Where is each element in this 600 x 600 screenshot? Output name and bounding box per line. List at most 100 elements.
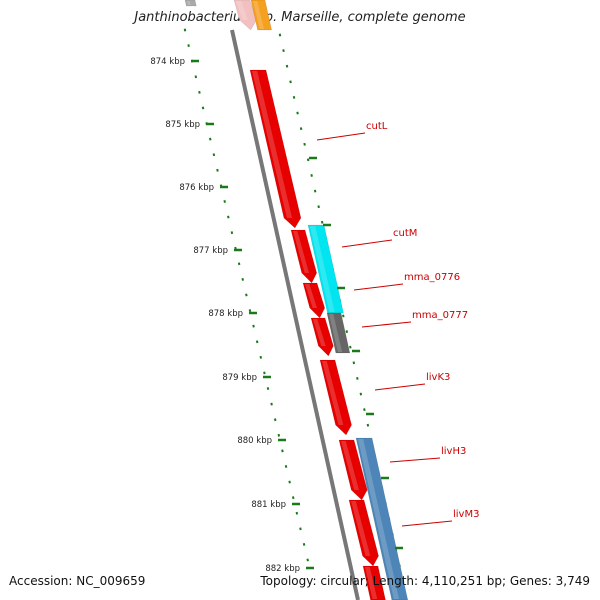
gene-label-mma-0777: mma_0777 [412, 310, 468, 321]
ring-dot [230, 231, 234, 235]
ring-dot [282, 49, 285, 53]
ruler-tick-label: 878 kbp [208, 309, 243, 319]
ring-dot [194, 75, 198, 79]
gene-mma-0777 [310, 317, 334, 357]
gene-cutL [249, 69, 302, 229]
topology-info-text: Topology: circular; Length: 4,110,251 bp… [260, 574, 590, 588]
ring-dot [252, 324, 255, 328]
gene-label-mma-0776: mma_0776 [404, 272, 460, 283]
ring-dot [366, 423, 370, 427]
ring-dot [342, 314, 345, 318]
ring-dot [259, 355, 263, 359]
top-pink-feature-highlight [236, 1, 248, 20]
ring-dot [306, 558, 309, 562]
ring-dot [241, 277, 244, 281]
ring-dot [278, 33, 282, 37]
ring-dot [313, 189, 317, 193]
genome-title: Janthinobacterium sp. Marseille, complet… [134, 10, 466, 25]
gene-next-highlight [365, 567, 378, 599]
ring-dot [299, 527, 302, 531]
ring-dot [212, 153, 216, 157]
ring-dot [306, 158, 310, 162]
top-orange-feature-highlight [253, 1, 264, 29]
ring-dot [245, 293, 248, 297]
ring-dot [349, 345, 352, 349]
ring-dot [317, 205, 320, 209]
ring-dot [310, 174, 313, 177]
feature-track [184, 0, 409, 600]
ruler-tick-label: 879 kbp [222, 373, 257, 383]
ring-dot [270, 402, 273, 406]
gene-cutM [290, 229, 317, 284]
gray-feature [326, 312, 351, 354]
gene-cutM-highlight [293, 231, 310, 273]
ruler-tick-label: 877 kbp [193, 246, 228, 256]
ring-dot [263, 371, 266, 375]
ring-dot [363, 408, 366, 412]
gene-label-cutm: cutM [393, 228, 417, 239]
gene-mma-0776-highlight [305, 284, 318, 308]
gene-label-leader [316, 132, 366, 141]
gene-label-leader [341, 239, 393, 248]
ruler-tick-label: 874 kbp [150, 57, 185, 67]
ring-dot [295, 511, 299, 515]
ruler-ticks: 874 kbp 875 kbp 876 kbp 877 kbp 878 kbp 879 k… [150, 57, 403, 574]
gene-livH3 [338, 439, 368, 501]
ring-dot [352, 361, 356, 365]
ruler-tick-label: 876 kbp [179, 183, 214, 193]
ruler-tick-label: 881 kbp [251, 500, 286, 510]
gene-label-cutl: cutL [366, 121, 388, 132]
ring-dot [198, 90, 201, 94]
ring-dot [216, 168, 219, 172]
ring-dot [248, 309, 252, 313]
ring-dot [209, 137, 212, 141]
ring-dot [223, 200, 226, 203]
ring-dot [291, 496, 295, 500]
ring-dot [277, 433, 281, 437]
backbone-strand [230, 29, 360, 600]
blue-feature-highlight [358, 439, 400, 599]
gray-feature-highlight [329, 314, 343, 352]
ring-dot [356, 376, 359, 380]
gene-mma-0777-highlight [313, 319, 326, 346]
gene-livM3 [348, 499, 379, 567]
blue-feature [355, 437, 409, 600]
ring-dot [288, 480, 291, 484]
ring-dot [266, 387, 270, 390]
ring-dot [345, 330, 349, 334]
cyan-feature-highlight [310, 226, 335, 312]
cyan-feature [307, 224, 344, 314]
top-gray-feature-highlight [187, 1, 191, 5]
ring-dot [227, 215, 230, 219]
gene-livH3-highlight [341, 441, 360, 490]
ruler-tick-label: 882 kbp [265, 564, 300, 574]
ring-dot [320, 220, 324, 224]
top-pink-feature [233, 0, 257, 31]
ring-dot [299, 127, 303, 131]
ring-dot [296, 111, 299, 115]
gene-livK3-highlight [322, 361, 344, 425]
ring-dot [237, 262, 241, 266]
gene-label-livk3: livK3 [426, 372, 450, 383]
gene-label-leader [389, 457, 441, 463]
ring-dot [273, 418, 277, 422]
accession-text: Accession: NC_009659 [9, 574, 146, 588]
gene-label-leader [401, 520, 453, 527]
ring-dot [201, 106, 205, 110]
gene-label-leader [374, 383, 426, 391]
ring-dot [281, 449, 284, 453]
ring-dot [289, 80, 292, 84]
gene-label-leader [361, 321, 412, 328]
gene-label-livh3: livH3 [441, 446, 466, 457]
gene-cutL-highlight [252, 71, 293, 218]
ring-dot [285, 64, 289, 68]
top-orange-feature [250, 0, 272, 31]
ring-dot [284, 465, 288, 468]
ruler-tick-label: 875 kbp [165, 120, 200, 130]
ring-dot [302, 542, 306, 546]
gene-labels: cutL cutM mma_0776 mma_0777 livK3 livH3 livM3 [316, 121, 479, 527]
ring-dot [359, 392, 363, 396]
gene-label-livm3: livM3 [453, 509, 479, 520]
